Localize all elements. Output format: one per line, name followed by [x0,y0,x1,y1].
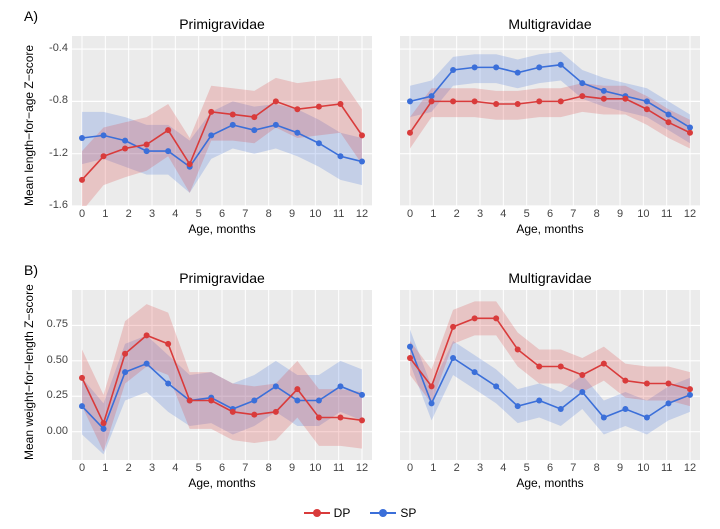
x-tick-label: 5 [191,208,207,220]
x-tick-label: 4 [495,462,511,474]
x-tick-label: 10 [307,462,323,474]
x-tick-label: 5 [519,208,535,220]
figure-root: A) Mean length−for−age Z−score Primigravid… [0,0,720,529]
x-tick-label: 10 [635,208,651,220]
chart-panel: Primigravidae0123456789101112Age, months [72,36,372,206]
x-tick-label: 1 [425,462,441,474]
x-tick-label: 9 [284,462,300,474]
legend: DP SP [0,506,720,523]
plot-area [72,36,372,206]
y-axis-title: Mean length−for−age Z−score [22,45,36,206]
panel-title: Primigravidae [72,16,372,32]
chart-panel: Multigravidae0123456789101112Age, months [400,36,700,206]
x-tick-label: 9 [612,208,628,220]
legend-label: SP [400,506,416,520]
x-tick-label: 9 [284,208,300,220]
y-tick-label: -0.8 [32,94,68,106]
y-tick-label: -1.6 [32,199,68,211]
x-tick-label: 7 [237,462,253,474]
legend-item-sp: SP [370,506,416,520]
x-tick-label: 8 [261,208,277,220]
x-axis-title: Age, months [400,222,700,236]
legend-swatch [304,506,330,520]
x-tick-label: 11 [659,462,675,474]
x-tick-label: 5 [191,462,207,474]
x-tick-label: 1 [97,462,113,474]
legend-swatch [370,506,396,520]
x-axis-title: Age, months [400,476,700,490]
x-tick-label: 7 [565,462,581,474]
x-tick-label: 2 [121,462,137,474]
x-tick-label: 2 [121,208,137,220]
y-tick-label: 0.50 [32,354,68,366]
x-tick-label: 11 [331,208,347,220]
x-tick-label: 9 [612,462,628,474]
x-tick-label: 4 [167,462,183,474]
x-tick-label: 0 [402,462,418,474]
x-tick-label: 8 [589,208,605,220]
x-tick-label: 3 [144,208,160,220]
x-tick-label: 11 [659,208,675,220]
x-tick-label: 8 [589,462,605,474]
x-axis-title: Age, months [72,476,372,490]
x-tick-label: 12 [682,462,698,474]
x-tick-label: 10 [635,462,651,474]
panel-title: Primigravidae [72,270,372,286]
plot-area [400,290,700,460]
x-tick-label: 2 [449,462,465,474]
y-tick-label: -0.4 [32,42,68,54]
x-tick-label: 12 [354,462,370,474]
chart-panel: Primigravidae0123456789101112Age, months [72,290,372,460]
x-tick-label: 3 [472,462,488,474]
x-tick-label: 11 [331,462,347,474]
x-tick-label: 7 [565,208,581,220]
chart-panel: Multigravidae0123456789101112Age, months [400,290,700,460]
legend-label: DP [334,506,351,520]
y-tick-label: 0.25 [32,389,68,401]
x-tick-label: 10 [307,208,323,220]
x-tick-label: 0 [402,208,418,220]
x-tick-label: 6 [542,462,558,474]
x-tick-label: 6 [214,462,230,474]
row-tag: A) [24,8,38,24]
y-tick-label: 0.75 [32,318,68,330]
row-tag: B) [24,262,38,278]
x-axis-title: Age, months [72,222,372,236]
x-tick-label: 5 [519,462,535,474]
x-tick-label: 0 [74,462,90,474]
x-tick-label: 7 [237,208,253,220]
x-tick-label: 8 [261,462,277,474]
x-tick-label: 6 [214,208,230,220]
x-tick-label: 4 [495,208,511,220]
x-tick-label: 1 [97,208,113,220]
x-tick-label: 3 [472,208,488,220]
plot-area [72,290,372,460]
panel-title: Multigravidae [400,16,700,32]
x-tick-label: 4 [167,208,183,220]
y-tick-label: 0.00 [32,425,68,437]
x-tick-label: 12 [354,208,370,220]
x-tick-label: 1 [425,208,441,220]
y-tick-label: -1.2 [32,147,68,159]
legend-item-dp: DP [304,506,351,520]
x-tick-label: 3 [144,462,160,474]
x-tick-label: 0 [74,208,90,220]
panel-title: Multigravidae [400,270,700,286]
x-tick-label: 6 [542,208,558,220]
x-tick-label: 2 [449,208,465,220]
plot-area [400,36,700,206]
x-tick-label: 12 [682,208,698,220]
